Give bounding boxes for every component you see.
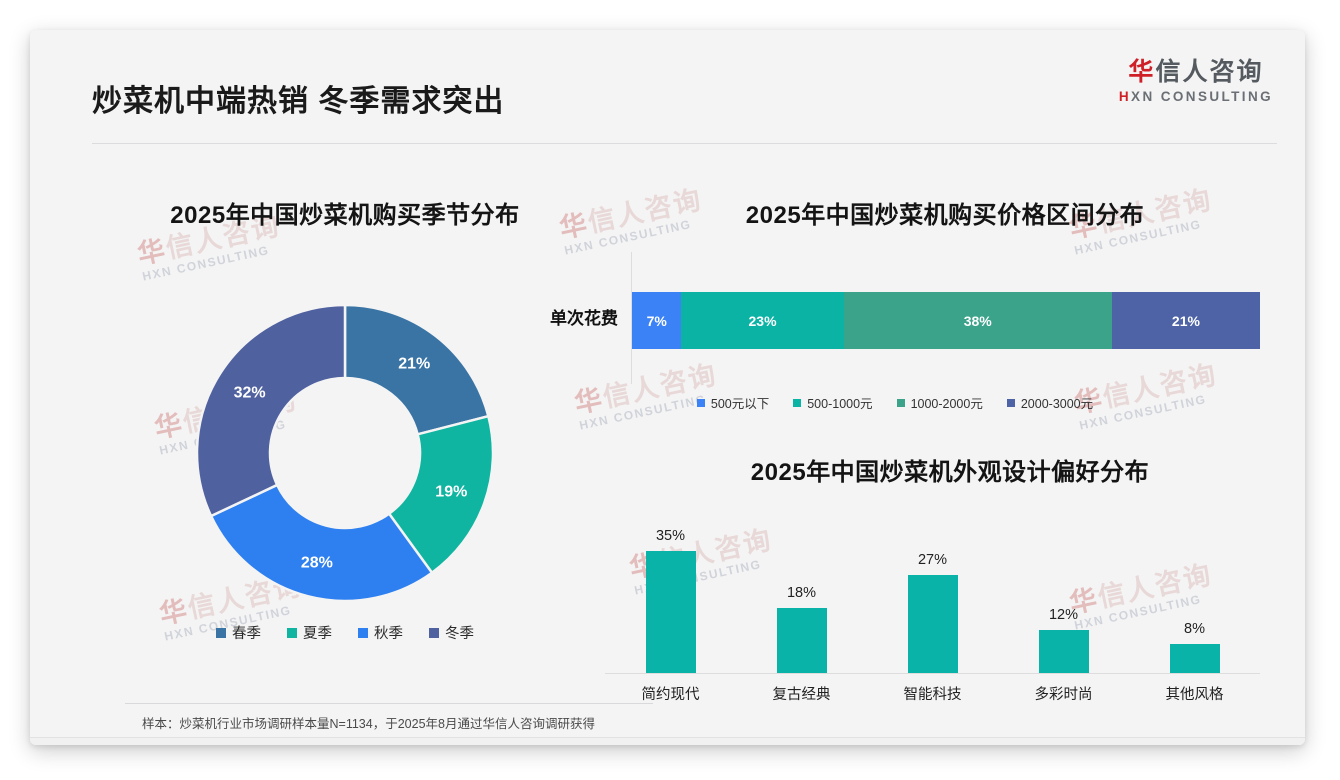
logo-chinese: 华信人咨询 [1119,58,1273,87]
slide-footer: ©2025.10 HXR华信人咨询 www.hxrcon.com [30,738,1305,745]
header-divider [92,143,1277,144]
legend-swatch-icon [358,627,368,638]
bar-x-label: 简约现代 [641,687,700,703]
donut-legend: 春季 夏季 秋季 冬季 [135,622,555,643]
logo-cn-rest: 信人咨询 [1155,58,1264,86]
legend-item-夏季[interactable]: 夏季 [287,622,332,643]
bar-columns: 35% 18% 27% 12% 8% [605,528,1260,673]
donut-slice-春季[interactable] [343,303,490,436]
bar-chart-title: 2025年中国炒菜机外观设计偏好分布 [750,459,1150,486]
stacked-bar: 7% 23% 38% 21% [632,292,1261,349]
donut-slice-冬季[interactable] [195,303,347,518]
legend-item-1000-2000元[interactable]: 1000-2000元 [896,393,983,412]
bar-rect[interactable] [1169,644,1220,673]
stacked-chart-title: 2025年中国炒菜机购买价格区间分布 [745,202,1145,229]
donut-slice-label: 21% [398,356,430,373]
stacked-row-label: 单次花费 [550,309,618,328]
legend-label: 500元以下 [710,397,770,411]
bar-value-label: 27% [917,552,948,569]
donut-slice-label: 19% [435,483,467,500]
bar-x-label: 复古经典 [772,687,831,703]
logo-cn-accent: 华 [1128,58,1156,86]
legend-label: 2000-3000元 [1020,397,1094,411]
legend-label: 春季 [232,626,261,642]
bar-column-其他风格[interactable]: 8% [1129,528,1260,673]
logo-en-rest: XN CONSULTING [1131,88,1273,104]
bar-value-label: 12% [1048,606,1079,623]
bar-value-label: 8% [1184,621,1205,637]
footnote-divider [125,703,653,704]
page-title: 炒菜机中端热销 冬季需求突出 [92,85,505,118]
legend-swatch-icon [1006,398,1015,407]
legend-item-2000-3000元[interactable]: 2000-3000元 [1006,393,1094,412]
watermark-en: HXN CONSULTING [141,243,271,284]
logo-en-accent: H [1118,88,1132,104]
bar-x-label: 智能科技 [903,687,962,703]
bar-value-label: 35% [655,528,686,544]
stacked-segment-500-1000元[interactable]: 23% [681,292,844,349]
donut-slices [195,303,495,603]
bar-x-axis-labels: 简约现代 复古经典 智能科技 多彩时尚 其他风格 [605,677,1260,705]
bar-column-多彩时尚[interactable]: 12% [998,528,1129,673]
legend-item-500-1000元[interactable]: 500-1000元 [793,393,873,412]
legend-label: 500-1000元 [807,397,873,411]
legend-item-冬季[interactable]: 冬季 [429,622,474,643]
price-stacked-chart: 单次花费 7% 23% 38% 21% [500,252,1290,384]
bar-rect[interactable] [645,551,696,673]
legend-swatch-icon [793,398,802,407]
donut-svg: 21% 19% 28% 32% [195,303,495,603]
legend-item-春季[interactable]: 春季 [216,622,261,643]
donut-slice-夏季[interactable] [387,414,495,575]
donut-slice-秋季[interactable] [209,483,434,603]
legend-item-秋季[interactable]: 秋季 [358,622,403,643]
stacked-segment-500元以下[interactable]: 7% [632,292,682,349]
donut-value-labels: 21% 19% 28% 32% [234,356,468,572]
watermark-cn-accent: 华 [134,234,170,270]
bar-column-复古经典[interactable]: 18% [736,528,867,673]
legend-swatch-icon [287,627,297,638]
legend-swatch-icon [696,398,705,407]
bar-column-智能科技[interactable]: 27% [867,528,998,673]
slide-card: 华信人咨询 HXN CONSULTING 华信人咨询 HXN CONSULTIN… [30,30,1305,745]
logo-english: HXN CONSULTING [1119,89,1273,104]
stacked-chart-axis [631,252,632,384]
legend-label: 夏季 [303,626,332,642]
bar-x-label: 其他风格 [1165,687,1224,703]
watermark-cn-accent: 华 [556,208,592,244]
donut-slice-label: 32% [234,384,266,401]
design-preference-chart: 35% 18% 27% 12% 8% 简约现代 复古经典 智能科技 多彩时尚 其他风格 [605,500,1265,705]
legend-label: 1000-2000元 [910,397,983,411]
footnote-text: 样本：炒菜机行业市场调研样本量N=1134，于2025年8月通过华信人咨询调研获… [142,717,595,731]
donut-chart-title: 2025年中国炒菜机购买季节分布 [170,202,520,229]
bar-rect[interactable] [776,607,827,673]
season-donut-chart: 21% 19% 28% 32% [135,300,555,620]
legend-swatch-icon [896,398,905,407]
bar-rect[interactable] [1038,629,1089,673]
legend-swatch-icon [429,627,439,638]
footer-divider [30,737,1305,738]
bar-value-label: 18% [786,584,817,601]
bar-x-label: 多彩时尚 [1034,687,1093,703]
donut-slice-label: 28% [301,554,333,571]
bar-rect[interactable] [907,575,958,673]
legend-swatch-icon [216,627,226,638]
legend-label: 冬季 [445,626,474,642]
bar-chart-baseline [605,673,1260,674]
legend-item-500元以下[interactable]: 500元以下 [696,393,770,412]
stacked-legend: 500元以下 500-1000元 1000-2000元 2000-3000元 [500,393,1290,412]
brand-logo: 华信人咨询 HXN CONSULTING [1119,58,1273,104]
slide-header: 炒菜机中端热销 冬季需求突出 华信人咨询 HXN CONSULTING [30,30,1305,122]
bar-column-简约现代[interactable]: 35% [605,528,736,673]
legend-label: 秋季 [374,626,403,642]
stacked-segment-2000-3000元[interactable]: 21% [1111,292,1261,349]
stacked-segment-1000-2000元[interactable]: 38% [843,292,1112,349]
